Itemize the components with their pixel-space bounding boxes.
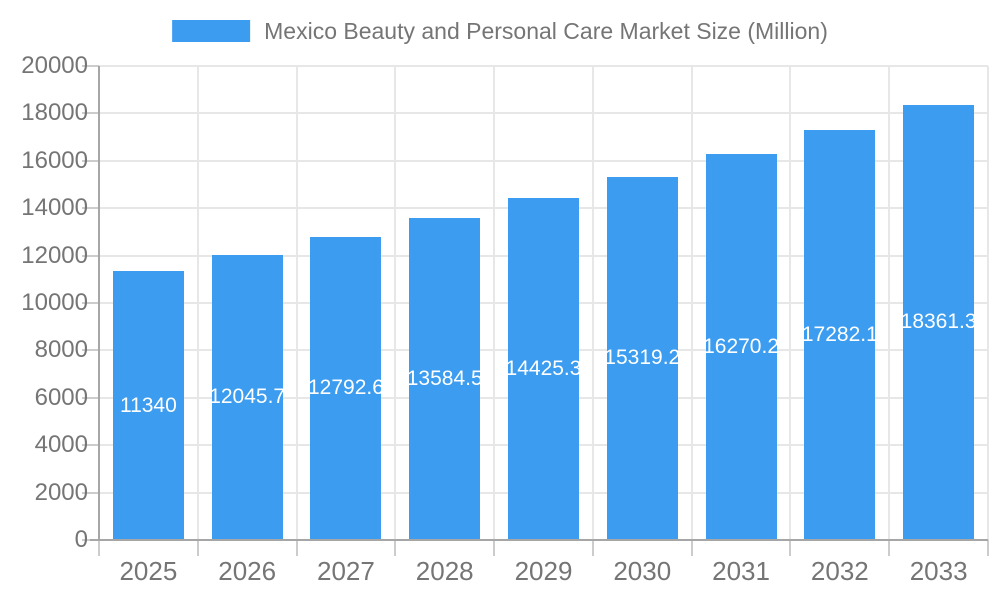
v-gridline bbox=[493, 66, 496, 540]
bar[interactable]: 18361.3 bbox=[903, 104, 975, 540]
y-axis-tick-label: 6000 bbox=[34, 383, 88, 411]
y-axis-tick bbox=[82, 112, 99, 115]
y-axis-tick bbox=[82, 65, 99, 67]
y-axis-tick bbox=[82, 302, 99, 304]
v-gridline bbox=[394, 66, 397, 540]
x-axis-tick-label: 2033 bbox=[909, 556, 968, 586]
bar-value-label: 11340 bbox=[119, 393, 177, 417]
y-axis-tick-label: 18000 bbox=[21, 99, 88, 127]
y-axis-tick bbox=[82, 159, 99, 162]
bar-value-label: 14425.3 bbox=[508, 357, 579, 381]
y-axis-line bbox=[98, 66, 100, 540]
legend-color-swatch bbox=[172, 20, 251, 42]
y-axis-tick-label: 10000 bbox=[21, 289, 88, 316]
y-axis-tick bbox=[82, 349, 99, 352]
x-axis-tick-label: 2029 bbox=[514, 556, 573, 586]
y-axis-tick-label: 20000 bbox=[21, 52, 88, 79]
x-axis-tick bbox=[196, 540, 199, 556]
x-axis-tick-label: 2031 bbox=[712, 556, 770, 586]
y-axis-tick-label: 4000 bbox=[34, 431, 88, 459]
x-axis-tick-label: 2028 bbox=[415, 556, 474, 586]
x-axis-tick bbox=[690, 540, 693, 556]
y-axis-tick-label: 14000 bbox=[21, 194, 88, 222]
x-axis-line bbox=[90, 539, 988, 541]
x-axis-tick bbox=[493, 540, 496, 556]
x-axis-tick bbox=[98, 540, 100, 556]
x-axis-tick bbox=[987, 540, 989, 556]
bar-value-label: 16270.2 bbox=[705, 335, 777, 359]
bar-value-label: 17282.1 bbox=[804, 323, 876, 347]
y-axis-tick-label: 16000 bbox=[21, 146, 88, 174]
bar-value-label: 12045.7 bbox=[211, 385, 283, 409]
bar-value-label: 12792.6 bbox=[310, 376, 382, 400]
x-axis-tick-label: 2027 bbox=[317, 556, 375, 586]
x-axis-tick bbox=[394, 540, 397, 556]
h-gridline bbox=[99, 112, 988, 115]
y-axis-tick bbox=[82, 254, 99, 257]
v-gridline bbox=[789, 66, 792, 540]
bar-value-label: 13584.5 bbox=[409, 367, 481, 391]
x-axis-tick-label: 2032 bbox=[810, 556, 869, 586]
x-axis-tick-label: 2026 bbox=[218, 556, 277, 586]
v-gridline bbox=[690, 66, 693, 540]
x-axis-tick bbox=[789, 540, 792, 556]
v-gridline bbox=[987, 66, 989, 540]
bar[interactable]: 13584.5 bbox=[409, 218, 481, 540]
y-axis-tick-label: 2000 bbox=[34, 478, 88, 506]
v-gridline bbox=[591, 66, 594, 540]
y-axis-tick bbox=[82, 491, 99, 494]
v-gridline bbox=[196, 66, 199, 540]
bar-value-label: 18361.3 bbox=[903, 310, 975, 334]
y-axis-tick-label: 0 bbox=[74, 526, 88, 553]
h-gridline bbox=[99, 65, 988, 67]
bar[interactable]: 12045.7 bbox=[211, 254, 283, 540]
chart-title: Mexico Beauty and Personal Care Market S… bbox=[264, 18, 828, 44]
bar[interactable]: 11340 bbox=[112, 271, 184, 540]
h-gridline bbox=[99, 159, 988, 162]
y-axis-tick bbox=[82, 207, 99, 210]
bar[interactable]: 12792.6 bbox=[310, 236, 382, 540]
v-gridline bbox=[888, 66, 891, 540]
bar[interactable]: 14425.3 bbox=[508, 198, 579, 540]
x-axis-tick bbox=[591, 540, 594, 556]
y-axis-tick bbox=[82, 444, 99, 447]
bar[interactable]: 15319.2 bbox=[606, 176, 678, 540]
v-gridline bbox=[295, 66, 298, 540]
y-axis-tick-label: 8000 bbox=[34, 336, 88, 364]
legend: Mexico Beauty and Personal Care Market S… bbox=[172, 17, 828, 45]
bar-value-label: 15319.2 bbox=[606, 346, 678, 370]
y-axis-tick-label: 12000 bbox=[21, 241, 88, 269]
x-axis-tick bbox=[888, 540, 891, 556]
x-axis-tick bbox=[295, 540, 298, 556]
plot-area: 11340 12045.7 12792.6 13584.5 14425.3 15319.2… bbox=[82, 65, 989, 556]
x-axis-tick-label: 2030 bbox=[613, 556, 672, 586]
x-axis-tick-label: 2025 bbox=[119, 556, 178, 586]
bar[interactable]: 17282.1 bbox=[804, 130, 876, 540]
y-axis-tick bbox=[82, 396, 99, 399]
bar[interactable]: 16270.2 bbox=[705, 154, 777, 540]
